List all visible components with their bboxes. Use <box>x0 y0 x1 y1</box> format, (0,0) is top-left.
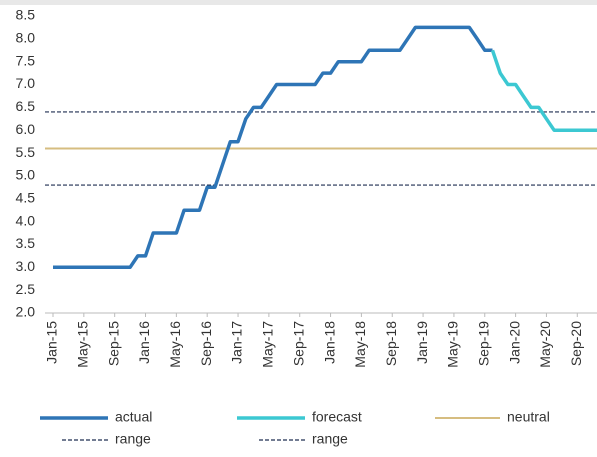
legend-label: range <box>312 431 348 447</box>
y-tick-label: 4.5 <box>16 189 36 205</box>
x-tick-label: Jan-15 <box>44 321 60 364</box>
y-tick-label: 6.0 <box>16 121 36 137</box>
x-tick-label: May-15 <box>75 321 91 368</box>
x-tick-label: Sep-18 <box>383 321 399 366</box>
y-tick-label: 4.0 <box>16 212 36 228</box>
x-tick-label: Jan-20 <box>506 321 522 364</box>
y-tick-label: 7.5 <box>16 52 36 68</box>
x-tick-label: May-18 <box>352 321 368 368</box>
y-tick-label: 3.5 <box>16 235 36 251</box>
series-line <box>53 25 493 270</box>
x-tick-label: Sep-17 <box>290 321 306 366</box>
x-tick-label: Sep-19 <box>475 321 491 366</box>
legend-label: neutral <box>507 409 550 425</box>
x-tick-label: Jan-19 <box>414 321 430 364</box>
x-tick-label: May-19 <box>445 321 461 368</box>
y-tick-label: 2.5 <box>16 281 36 297</box>
x-tick-label: May-16 <box>167 321 183 368</box>
y-tick-label: 5.5 <box>16 144 36 160</box>
y-tick-label: 6.5 <box>16 98 36 114</box>
y-tick-label: 2.0 <box>16 304 36 320</box>
series-line <box>490 49 597 132</box>
x-tick-label: Sep-20 <box>568 321 584 366</box>
legend-label: actual <box>115 409 152 425</box>
top-strip <box>0 0 597 5</box>
y-tick-label: 5.0 <box>16 167 36 183</box>
x-tick-label: May-20 <box>537 321 553 368</box>
y-tick-label: 7.0 <box>16 75 36 91</box>
y-tick-label: 8.5 <box>16 7 36 23</box>
x-tick-label: Jan-16 <box>136 321 152 364</box>
x-tick-label: Sep-16 <box>198 321 214 366</box>
y-tick-label: 3.0 <box>16 258 36 274</box>
y-tick-label: 8.0 <box>16 30 36 46</box>
legend-label: range <box>115 431 151 447</box>
x-tick-label: Sep-15 <box>105 321 121 366</box>
x-tick-label: Jan-18 <box>321 321 337 364</box>
legend-label: forecast <box>312 409 362 425</box>
x-tick-label: Jan-17 <box>229 321 245 364</box>
x-tick-label: May-17 <box>260 321 276 368</box>
